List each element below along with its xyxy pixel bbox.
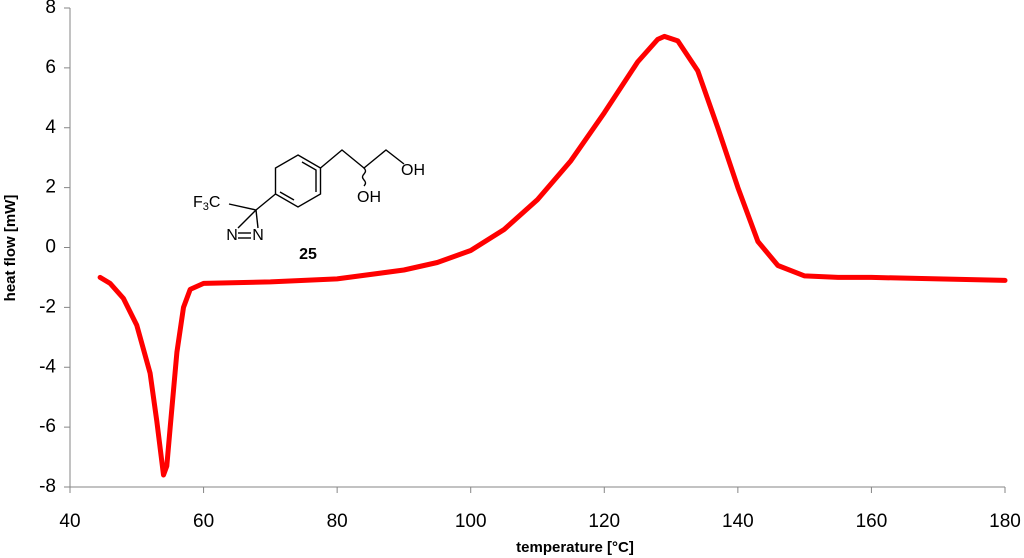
ring-double-bond (279, 191, 295, 201)
ring-double-bonds (301, 161, 317, 192)
annotation: F3C (193, 194, 220, 213)
bond (228, 203, 257, 211)
y-tick-label: -2 (39, 296, 56, 317)
y-tick-label: -8 (39, 476, 56, 497)
annotation: OH (401, 162, 425, 179)
x-tick-label: 160 (856, 511, 888, 532)
compound-number: 25 (299, 246, 317, 263)
y-tick-label: 8 (45, 0, 56, 18)
annotation: N (226, 227, 238, 244)
bond (255, 193, 276, 211)
wavy-bond (361, 167, 367, 187)
y-tick-label: 6 (45, 57, 56, 78)
x-tick-label: 40 (59, 511, 80, 532)
y-tick-label: 2 (45, 177, 56, 198)
data-line (97, 33, 1008, 478)
x-tick-label: 80 (327, 511, 348, 532)
x-tick-label: 100 (455, 511, 487, 532)
chain (320, 149, 405, 169)
structure: F3C N N OH OH 25 (193, 149, 425, 263)
bond (255, 209, 259, 229)
y-tick-label: -6 (39, 416, 56, 437)
x-tick-label: 180 (989, 511, 1021, 532)
y-tick-label: 4 (45, 117, 56, 138)
x-tick-label: 140 (722, 511, 754, 532)
y-tick-label: -4 (39, 356, 56, 377)
x-axis-title: temperature [°C] (516, 539, 634, 556)
y-tick-label: 0 (45, 237, 56, 258)
bond (237, 209, 257, 229)
annotation: N (252, 227, 264, 244)
benzene-ring (274, 154, 322, 208)
x-tick-label: 60 (193, 511, 214, 532)
y-axis-title: heat flow [mW] (2, 195, 19, 302)
x-tick-label: 120 (588, 511, 620, 532)
annotation: OH (357, 189, 381, 206)
